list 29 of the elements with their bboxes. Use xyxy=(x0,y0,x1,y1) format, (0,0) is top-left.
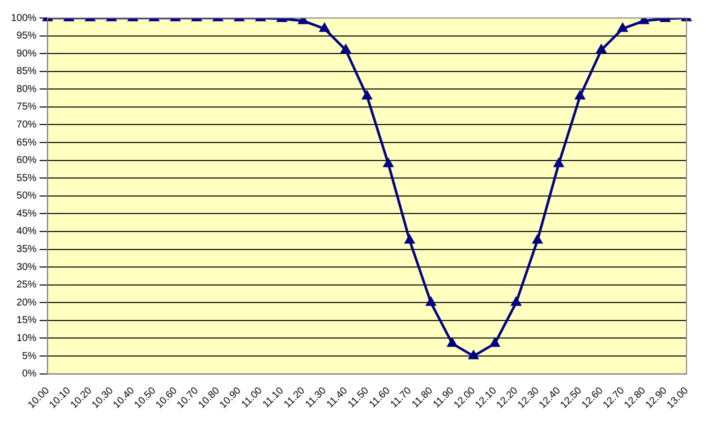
point xyxy=(404,235,414,244)
y-tick-label: 25% xyxy=(16,280,37,291)
point xyxy=(532,235,542,244)
y-tick-label: 30% xyxy=(16,262,37,273)
point xyxy=(426,297,436,306)
y-tick-label: 55% xyxy=(16,172,37,184)
y-tick-label: 50% xyxy=(16,190,37,202)
y-tick-label: 15% xyxy=(16,315,37,326)
point xyxy=(468,350,478,360)
y-tick-label: 20% xyxy=(16,297,37,308)
point xyxy=(490,338,500,347)
point xyxy=(384,158,394,168)
y-tick-label: 5% xyxy=(22,350,37,362)
y-tick-label: 45% xyxy=(16,208,37,220)
y-tick-label: 100% xyxy=(11,12,37,24)
y-tick-label: 95% xyxy=(16,30,37,42)
y-tick-label: 75% xyxy=(16,102,37,113)
y-tick-label: 80% xyxy=(16,84,37,95)
point xyxy=(511,297,521,306)
y-tick-label: 70% xyxy=(16,119,37,130)
y-tick-label: 60% xyxy=(16,155,37,166)
y-tick-label: 35% xyxy=(16,244,37,256)
y-tick-label: 0% xyxy=(22,368,37,380)
point xyxy=(448,338,457,347)
y-tick-label: 10% xyxy=(16,332,37,344)
y-tick-label: 85% xyxy=(16,66,37,78)
y-tick-label: 40% xyxy=(16,226,37,238)
y-tick-label: 65% xyxy=(16,137,37,148)
y-tick-label: 90% xyxy=(16,48,37,60)
